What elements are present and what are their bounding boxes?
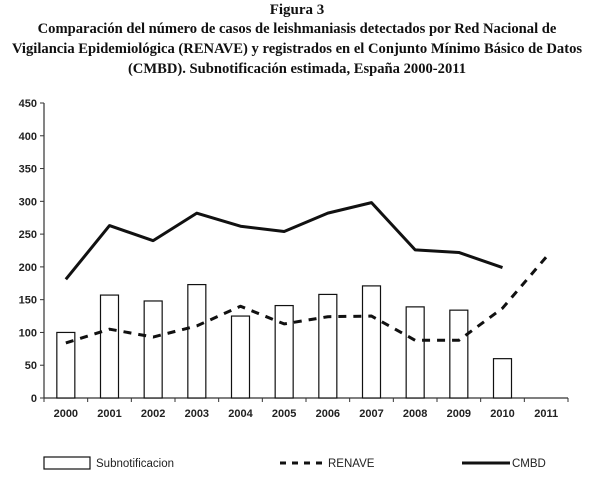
y-tick-label: 300 xyxy=(19,196,37,208)
x-tick-label: 2007 xyxy=(359,408,383,420)
chart-axes xyxy=(40,102,569,402)
y-tick-label: 200 xyxy=(19,262,37,274)
bar-2009 xyxy=(449,309,469,399)
y-tick-label: 400 xyxy=(19,131,37,143)
bar-2004 xyxy=(230,315,251,399)
bar-2003 xyxy=(187,283,207,399)
y-tick-label: 350 xyxy=(19,164,37,176)
x-tick-label: 2002 xyxy=(141,408,165,420)
y-tick-label: 0 xyxy=(31,393,37,405)
x-tick-label: 2003 xyxy=(185,408,209,420)
bar-2005 xyxy=(274,304,294,399)
legend-label-subnotificacion: Subnotificacion xyxy=(96,458,174,470)
y-tick-label: 450 xyxy=(19,98,37,110)
x-tick-label: 2008 xyxy=(403,408,427,420)
x-tick-label: 2004 xyxy=(228,408,253,420)
x-tick-label: 2000 xyxy=(54,408,78,420)
bar-2008 xyxy=(405,306,425,399)
bar-2000 xyxy=(56,331,76,399)
bar-2001 xyxy=(99,294,120,399)
line-series-group xyxy=(64,201,548,345)
legend-label-renave: RENAVE xyxy=(328,458,375,470)
x-tick-label: 2010 xyxy=(490,408,514,420)
x-tick-label: 2009 xyxy=(447,408,471,420)
x-tick-label: 2011 xyxy=(534,408,558,420)
figure-label: Figura 3 xyxy=(269,2,325,18)
y-tick-label: 150 xyxy=(19,295,37,307)
bar-2006 xyxy=(318,293,338,399)
x-tick-label: 2001 xyxy=(97,408,121,420)
y-tick-label: 50 xyxy=(25,360,37,372)
chart-legend: Subnotificacion RENAVE CMBD xyxy=(43,456,546,470)
figure-title: Comparación del número de casos de leish… xyxy=(11,21,583,77)
y-tick-labels: 0 50 100 150 200 250 300 350 400 450 xyxy=(19,98,37,405)
y-tick-label: 100 xyxy=(19,327,37,339)
y-tick-label: 250 xyxy=(19,229,37,241)
line-series-cmbd xyxy=(64,201,503,281)
bar-series-subnotificacion xyxy=(56,283,513,399)
x-tick-label: 2005 xyxy=(272,408,296,420)
line-series-renave xyxy=(65,256,548,345)
x-tick-label: 2006 xyxy=(316,408,340,420)
x-tick-labels: 2000 2001 2002 2003 2004 2005 2006 2007 2008 2009… xyxy=(54,408,559,420)
bar-2002 xyxy=(143,300,163,399)
legend-swatch-subnotificacion xyxy=(43,456,91,470)
bar-2010 xyxy=(492,358,513,399)
legend-label-cmbd: CMBD xyxy=(512,458,546,470)
bar-2007 xyxy=(361,285,382,399)
